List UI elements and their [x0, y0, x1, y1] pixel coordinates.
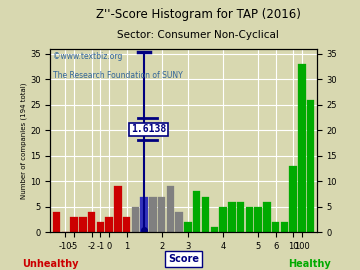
Text: 1.6138: 1.6138 [131, 124, 166, 134]
Bar [149, 197, 157, 232]
Bar [219, 207, 227, 232]
Bar [175, 212, 183, 232]
Bar [263, 202, 271, 232]
Bar [53, 212, 60, 232]
Text: The Research Foundation of SUNY: The Research Foundation of SUNY [53, 71, 183, 80]
Bar [70, 217, 78, 232]
Bar [123, 217, 130, 232]
Bar [228, 202, 235, 232]
Bar [246, 207, 253, 232]
Bar [114, 186, 122, 232]
Bar [132, 207, 139, 232]
Bar [298, 64, 306, 232]
Bar [184, 222, 192, 232]
Bar [96, 222, 104, 232]
Bar [281, 222, 288, 232]
Text: Sector: Consumer Non-Cyclical: Sector: Consumer Non-Cyclical [117, 30, 279, 40]
Y-axis label: Number of companies (194 total): Number of companies (194 total) [21, 82, 27, 199]
Bar [167, 186, 174, 232]
Bar [272, 222, 279, 232]
Bar [202, 197, 209, 232]
Text: Z''-Score Histogram for TAP (2016): Z''-Score Histogram for TAP (2016) [95, 8, 301, 21]
Bar [193, 191, 201, 232]
X-axis label: Score: Score [168, 254, 199, 264]
Bar [255, 207, 262, 232]
Text: Healthy: Healthy [288, 259, 331, 269]
Bar [140, 197, 148, 232]
Text: Unhealthy: Unhealthy [22, 259, 78, 269]
Bar [307, 100, 314, 232]
Bar [158, 197, 165, 232]
Bar [289, 166, 297, 232]
Text: ©www.textbiz.org: ©www.textbiz.org [53, 52, 122, 61]
Bar [237, 202, 244, 232]
Bar [105, 217, 113, 232]
Bar [79, 217, 86, 232]
Bar [211, 227, 218, 232]
Bar [88, 212, 95, 232]
